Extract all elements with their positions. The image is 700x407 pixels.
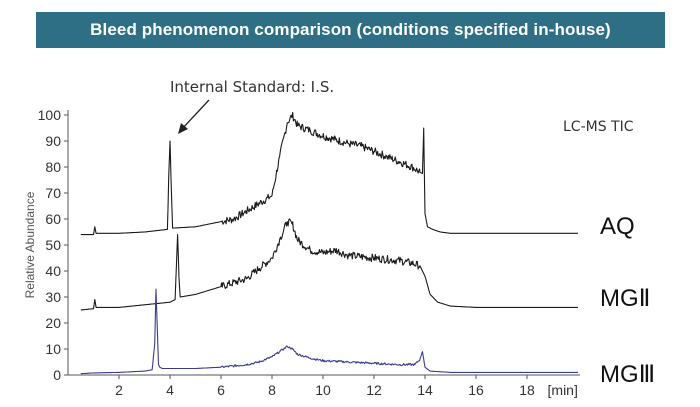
axis-ticks: 0 10 20 30 40 50 60 70 80 90 100 2 4 6 8 10 12 14 16 18 [min…: [38, 107, 578, 398]
y-tick-label: 50: [45, 237, 61, 253]
series-line-3: [80, 288, 578, 375]
y-tick-label: 70: [45, 185, 61, 201]
y-tick-label: 30: [45, 289, 61, 305]
internal-standard-annotation: Internal Standard: I.S.: [170, 78, 334, 96]
series-line-2: [80, 218, 578, 311]
y-tick-label: 80: [45, 159, 61, 175]
annotation-arrow-shaft: [180, 99, 210, 131]
page-title: Bleed phenomenon comparison (conditions …: [90, 20, 611, 39]
x-tick-label: 8: [268, 382, 276, 398]
annotation-arrow-head: [178, 123, 188, 134]
series-label-1: AQ: [600, 213, 635, 240]
x-tick-label: 18: [519, 382, 535, 398]
y-tick-label: 10: [45, 341, 61, 357]
y-tick-label: 0: [53, 367, 61, 383]
chart-labels: Relative Abundance AQ MGⅡ MGⅢ Internal Stand…: [23, 78, 655, 388]
y-tick-label: 60: [45, 211, 61, 227]
title-banner: Bleed phenomenon comparison (conditions …: [36, 12, 665, 48]
x-unit-label: [min]: [548, 382, 578, 398]
x-tick-label: 16: [468, 382, 484, 398]
x-tick-label: 4: [166, 382, 174, 398]
series-label-2: MGⅡ: [600, 285, 650, 312]
series-line-1: [80, 111, 578, 236]
x-tick-label: 6: [217, 382, 225, 398]
x-tick-label: 2: [115, 382, 123, 398]
detector-label: LC-MS TIC: [563, 119, 634, 135]
series-label-3: MGⅢ: [600, 361, 655, 388]
x-tick-label: 12: [366, 382, 382, 398]
x-tick-label: 14: [417, 382, 433, 398]
y-tick-label: 20: [45, 315, 61, 331]
chart-axes: [67, 110, 580, 376]
series-layer: [80, 111, 578, 375]
y-tick-label: 90: [45, 133, 61, 149]
x-tick-label: 10: [315, 382, 331, 398]
y-tick-label: 40: [45, 263, 61, 279]
y-tick-label: 100: [38, 107, 62, 123]
y-axis-title: Relative Abundance: [23, 191, 37, 298]
